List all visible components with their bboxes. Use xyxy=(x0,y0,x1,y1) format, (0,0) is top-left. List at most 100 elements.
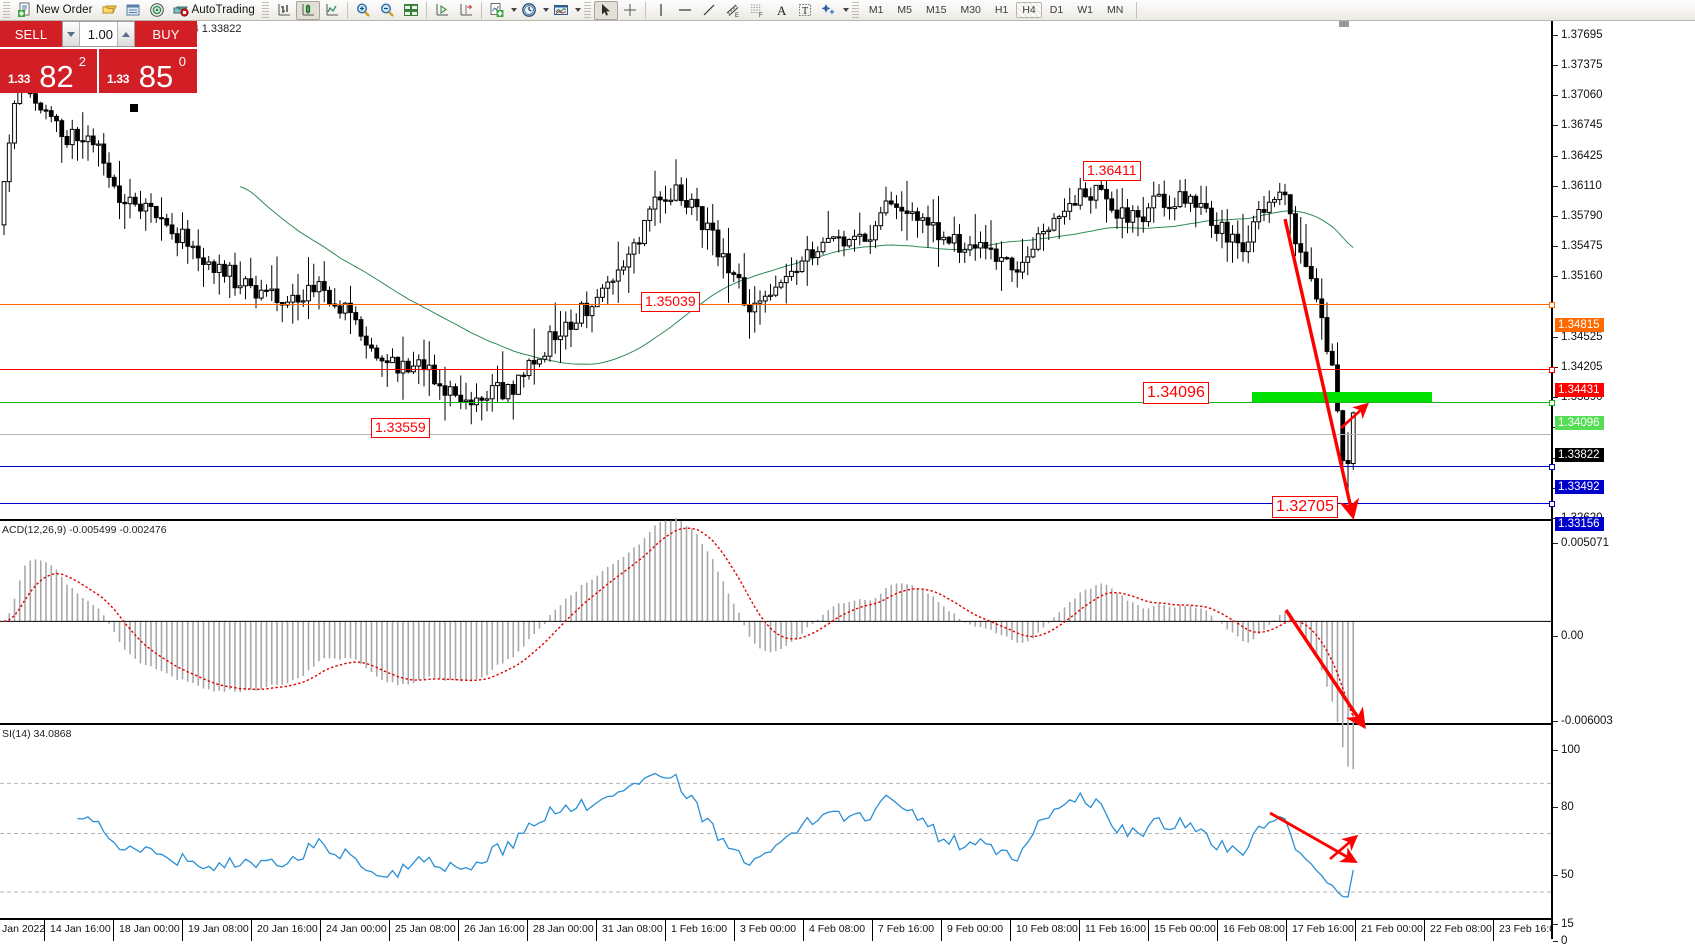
price-tick-137695: 1.37695 xyxy=(1553,29,1603,41)
timeframe-w1[interactable]: W1 xyxy=(1077,4,1093,16)
support-line-133156[interactable] xyxy=(0,501,1555,507)
cursor-arrow-icon xyxy=(598,2,614,18)
autotrading-icon xyxy=(172,2,189,18)
resistance-line-134431[interactable] xyxy=(0,367,1555,373)
navigator-button[interactable] xyxy=(145,1,169,20)
text-button[interactable]: A xyxy=(769,1,793,20)
up-bounce-arrow-price[interactable] xyxy=(1340,402,1369,429)
horizontal-line-button[interactable] xyxy=(673,1,697,20)
toolbar-grip-3[interactable] xyxy=(583,1,591,19)
text-label-button[interactable]: T xyxy=(793,1,817,20)
time-label: 4 Feb 08:00 xyxy=(809,923,866,935)
time-label: 25 Jan 08:00 xyxy=(395,923,456,935)
price-badge-133492[interactable]: 1.33492 xyxy=(1555,480,1604,494)
time-separator xyxy=(803,920,804,941)
volume-increase-button[interactable] xyxy=(117,22,134,46)
bar-chart-button[interactable] xyxy=(272,1,296,20)
periods-button[interactable] xyxy=(517,1,541,20)
objects-button[interactable] xyxy=(817,1,841,20)
demand-zone-rectangle[interactable] xyxy=(1252,392,1432,403)
candlestick-chart-button[interactable] xyxy=(295,0,320,20)
toolbar-grip[interactable] xyxy=(3,1,10,19)
down-trend-arrow-price[interactable] xyxy=(1283,218,1360,520)
line-chart-button[interactable] xyxy=(320,1,344,20)
sell-price-box[interactable]: 1.33 82 2 xyxy=(0,49,97,93)
annotation-135039[interactable]: 1.35039 xyxy=(641,292,700,312)
time-separator xyxy=(320,920,321,941)
autotrading-label: AutoTrading xyxy=(191,4,255,16)
timeframe-mn[interactable]: MN xyxy=(1106,4,1124,16)
timeframe-m5[interactable]: M5 xyxy=(897,4,913,16)
time-separator xyxy=(1079,920,1080,941)
text-label-icon: T xyxy=(797,2,813,18)
zoom-in-button[interactable] xyxy=(351,1,375,20)
price-badge-134431[interactable]: 1.34431 xyxy=(1555,383,1604,397)
zoom-out-button[interactable] xyxy=(375,1,399,20)
toolbar-grip-2[interactable] xyxy=(261,1,269,19)
time-label: 14 Jan 16:00 xyxy=(50,923,111,935)
annotation-132705[interactable]: 1.32705 xyxy=(1272,496,1338,518)
horizontal-line-icon xyxy=(677,2,693,18)
price-badge-134815[interactable]: 1.34815 xyxy=(1555,318,1604,332)
equidistant-channel-button[interactable]: E xyxy=(721,1,745,20)
price-badge-133822[interactable]: 1.33822 xyxy=(1555,448,1604,462)
timeframe-m30[interactable]: M30 xyxy=(960,4,981,16)
new-order-button[interactable]: New Order xyxy=(13,1,97,20)
periods-dropdown-caret[interactable] xyxy=(542,8,549,12)
buy-price-box[interactable]: 1.33 85 0 xyxy=(99,49,197,93)
chart-plot-area[interactable]: GBPUSD-,H4 1.33804 1.34021 1.33804 1.338… xyxy=(0,21,1561,941)
timeframe-h1[interactable]: H1 xyxy=(994,4,1009,16)
autoscroll-marker[interactable] xyxy=(130,104,138,112)
timeframe-h4[interactable]: H4 xyxy=(1016,2,1042,18)
chart-window[interactable]: GBPUSD-,H4 1.33804 1.34021 1.33804 1.338… xyxy=(0,21,1695,947)
down-trend-arrow-rsi[interactable] xyxy=(1269,811,1358,863)
buy-button[interactable]: BUY xyxy=(135,21,197,47)
fibonacci-button[interactable]: F xyxy=(745,1,769,20)
crosshair-button[interactable] xyxy=(618,1,642,20)
time-label: 7 Feb 16:00 xyxy=(878,923,935,935)
annotation-134096[interactable]: 1.34096 xyxy=(1143,382,1209,404)
objects-dropdown-caret[interactable] xyxy=(842,8,849,12)
resistance-line-134815[interactable] xyxy=(0,302,1555,308)
timeframe-m1[interactable]: M1 xyxy=(868,4,884,16)
volume-stepper[interactable]: 1.00 xyxy=(62,21,135,47)
support-line-133492[interactable] xyxy=(0,464,1555,470)
expert-advisors-button[interactable] xyxy=(97,1,121,20)
toolbar-grip-4[interactable] xyxy=(851,1,859,19)
drawn-arrows-svg[interactable] xyxy=(0,21,1551,939)
timeframe-d1[interactable]: D1 xyxy=(1049,4,1064,16)
autotrading-button[interactable]: AutoTrading xyxy=(169,1,259,20)
down-trend-arrow-macd[interactable] xyxy=(1284,609,1366,730)
trendline-button[interactable] xyxy=(697,1,721,20)
auto-scroll-button[interactable] xyxy=(430,1,454,20)
time-label: 26 Jan 16:00 xyxy=(464,923,525,935)
support-line-134096[interactable] xyxy=(0,400,1555,406)
timeframe-m15[interactable]: M15 xyxy=(926,4,947,16)
time-separator xyxy=(458,920,459,941)
annotation-133559[interactable]: 1.33559 xyxy=(371,418,430,438)
tile-windows-button[interactable] xyxy=(399,1,423,20)
templates-button[interactable] xyxy=(549,1,573,20)
price-axis[interactable]: 1.37695 1.37375 1.37060 1.36745 1.36425 1.361… xyxy=(1551,21,1695,947)
macd-panel-top-border xyxy=(0,519,1551,521)
cursor-button[interactable] xyxy=(593,0,618,20)
chart-shift-marker[interactable] xyxy=(1339,21,1349,27)
annotation-136411[interactable]: 1.36411 xyxy=(1083,161,1141,181)
data-window-button[interactable] xyxy=(121,1,145,20)
time-label: 10 Feb 08:00 xyxy=(1016,923,1078,935)
time-axis[interactable]: Jan 2022 14 Jan 16:00 18 Jan 00:00 19 Jan 0… xyxy=(0,918,1561,941)
templates-dropdown-caret[interactable] xyxy=(574,8,581,12)
up-bounce-arrow-rsi[interactable] xyxy=(1329,834,1359,860)
volume-decrease-button[interactable] xyxy=(63,22,80,46)
indicators-dropdown-caret[interactable] xyxy=(510,8,517,12)
indicators-button[interactable] xyxy=(485,1,509,20)
volume-value[interactable]: 1.00 xyxy=(87,26,113,42)
price-badge-133156[interactable]: 1.33156 xyxy=(1555,517,1604,531)
sell-button[interactable]: SELL xyxy=(0,21,62,47)
vertical-line-button[interactable] xyxy=(649,1,673,20)
chart-shift-button[interactable] xyxy=(454,1,478,20)
price-badge-134096[interactable]: 1.34096 xyxy=(1555,416,1604,430)
one-click-trading-panel[interactable]: SELL 1.00 BUY 1.33 82 2 1.33 85 0 xyxy=(0,21,197,99)
current-price-line xyxy=(0,434,1551,435)
time-label: 18 Jan 00:00 xyxy=(119,923,180,935)
